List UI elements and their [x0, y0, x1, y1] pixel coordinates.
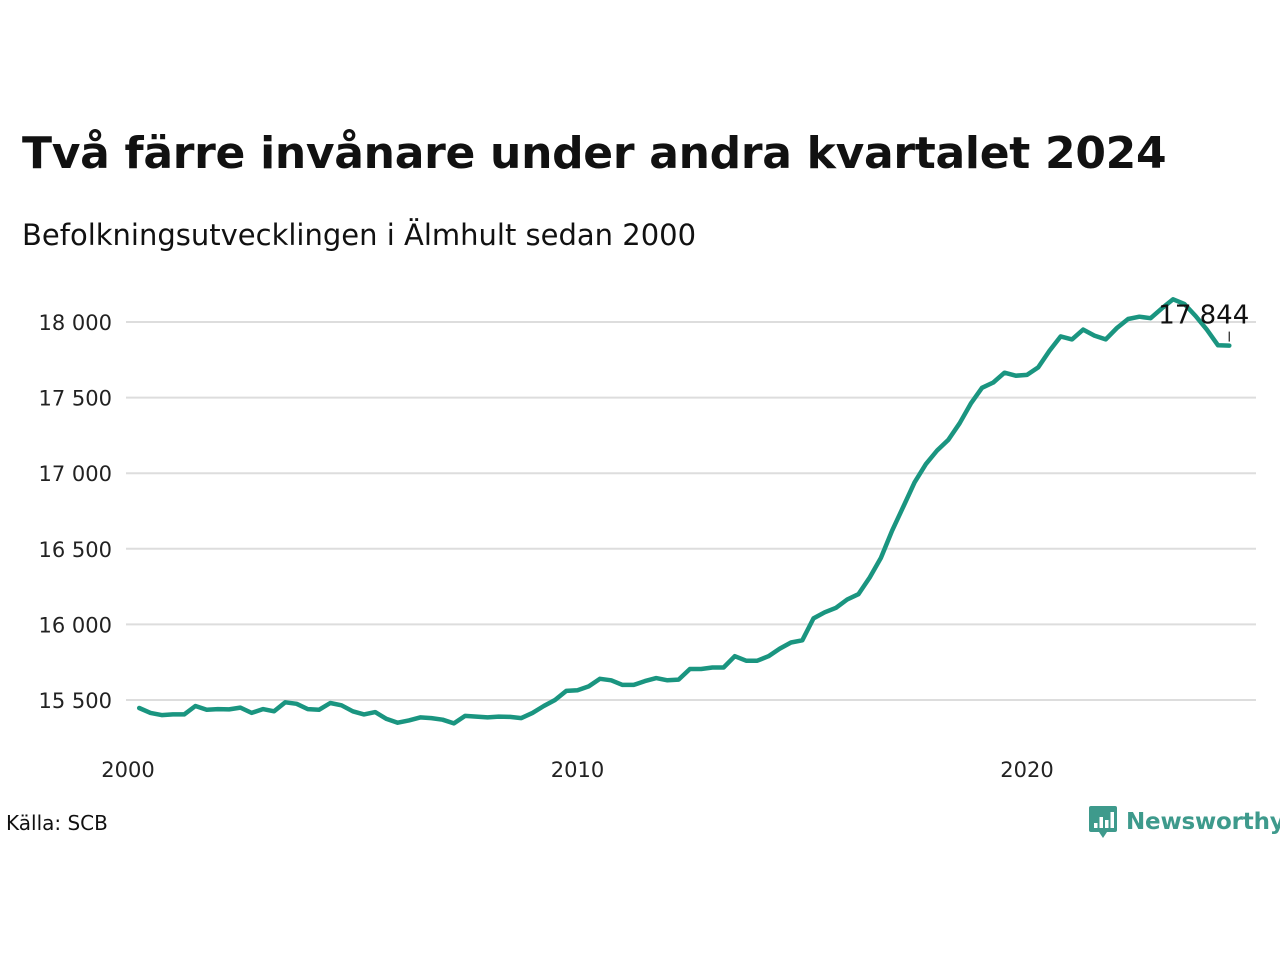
source-label: Källa: SCB — [6, 811, 108, 835]
chart-title: Två färre invånare under andra kvartalet… — [22, 128, 1167, 179]
chart-subtitle: Befolkningsutvecklingen i Älmhult sedan … — [22, 218, 697, 252]
line-chart: 15 500 16 000 16 500 17 000 17 500 18 000 200… — [39, 297, 1256, 782]
y-tick-label: 16 500 — [39, 538, 112, 562]
y-tick-label: 17 000 — [39, 462, 112, 486]
newsworthy-logo: Newsworthy — [1088, 805, 1280, 839]
end-value-label: 17 844 — [1158, 301, 1249, 331]
newsworthy-logo-text: Newsworthy — [1126, 809, 1280, 835]
y-tick-label: 18 000 — [39, 311, 112, 335]
y-tick-label: 15 500 — [39, 689, 112, 713]
x-axis-ticks: 2000 2010 2020 — [101, 758, 1053, 782]
y-tick-label: 16 000 — [39, 613, 112, 637]
y-tick-label: 17 500 — [39, 387, 112, 411]
x-tick-label: 2010 — [551, 758, 604, 782]
grid-lines — [126, 321, 1256, 701]
x-tick-label: 2000 — [101, 758, 154, 782]
y-axis-ticks: 15 500 16 000 16 500 17 000 17 500 18 000 — [39, 311, 112, 713]
newsworthy-logo-icon — [1089, 806, 1117, 838]
x-tick-label: 2020 — [1000, 758, 1053, 782]
population-line — [136, 297, 1232, 726]
